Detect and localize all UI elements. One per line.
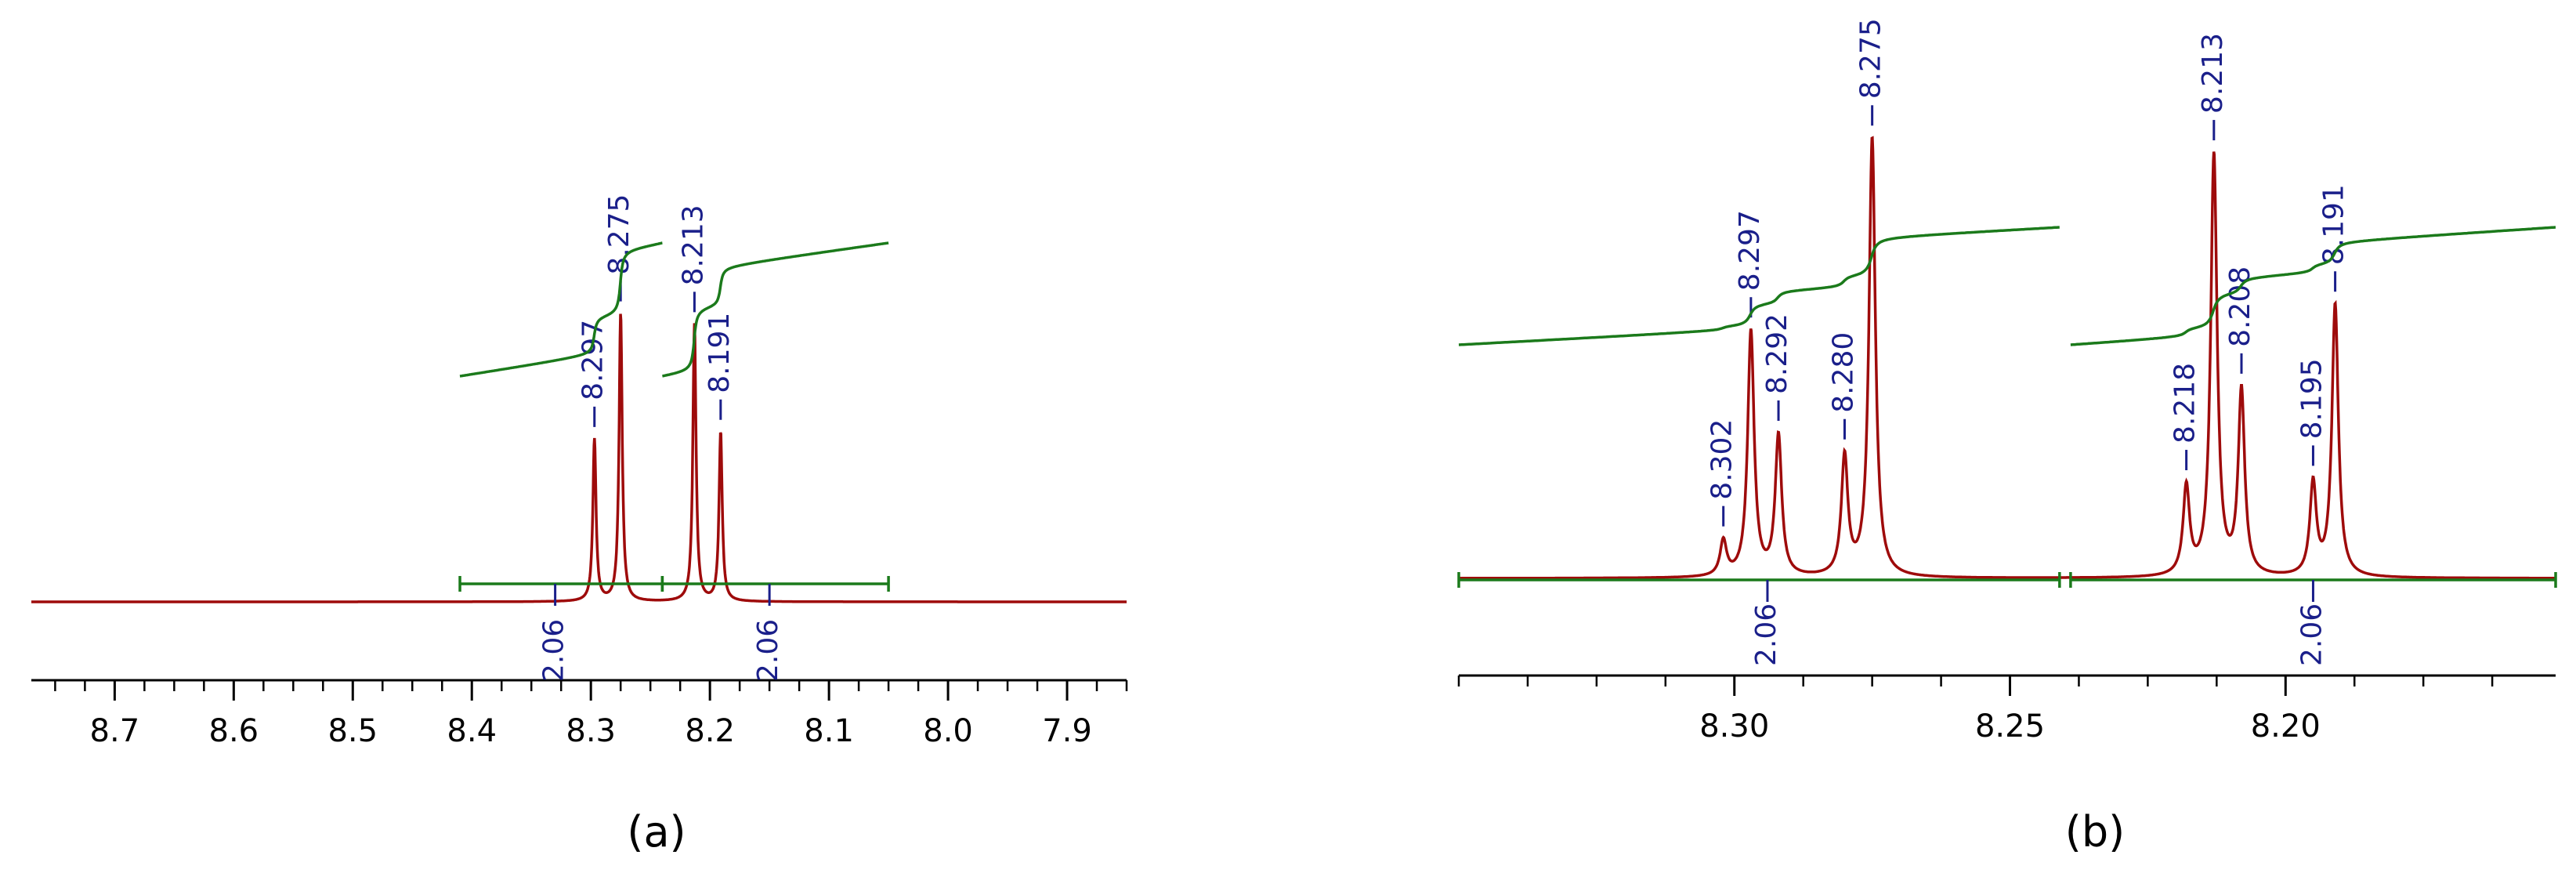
integral-value-label: 2.06 — [2296, 603, 2328, 666]
x-axis-tick-label: 8.20 — [2251, 708, 2321, 744]
panel-b: 8.30 8.25 8.20 8.302 8.297 8.292 8.280 8.275 8.2… — [1457, 18, 2557, 744]
x-axis-tick-label: 8.0 — [923, 713, 973, 749]
integral-curve — [2070, 226, 2556, 346]
peak-label: 8.213 — [677, 205, 709, 285]
x-axis-tick-label: 8.1 — [804, 713, 854, 749]
integral-curve — [1458, 226, 2060, 346]
integral-value-label: 2.06 — [538, 619, 570, 682]
peak-label: 8.218 — [2169, 363, 2202, 444]
panel-a: 8.7 8.6 8.5 8.4 8.3 8.2 8.1 8.0 7.9 8.297 8.275 8.2… — [31, 194, 1128, 749]
x-axis-tick-label: 8.30 — [1699, 708, 1769, 744]
integral-value-label: 2.06 — [1750, 603, 1782, 666]
peak-label: 8.195 — [2296, 358, 2328, 439]
integral-value-label: 2.06 — [752, 619, 784, 682]
x-axis-tick-label: 8.6 — [209, 713, 259, 749]
peak-label: 8.275 — [1855, 18, 1887, 99]
peak-label: 8.297 — [577, 320, 610, 400]
peak-label: 8.292 — [1761, 313, 1793, 394]
x-axis-tick-label: 8.4 — [447, 713, 497, 749]
peak-label: 8.280 — [1827, 332, 1859, 413]
x-axis-tick-label: 8.25 — [1975, 708, 2045, 744]
peak-label: 8.191 — [2318, 184, 2350, 265]
panel-a-caption: (a) — [627, 807, 686, 857]
x-axis-tick-label: 7.9 — [1042, 713, 1092, 749]
integral-curve — [662, 241, 889, 378]
spectrum-line — [31, 313, 1127, 603]
peak-label: 8.297 — [1734, 210, 1766, 291]
peak-label: 8.191 — [704, 313, 736, 393]
x-axis-tick-label: 8.5 — [327, 713, 378, 749]
x-axis-tick-label: 8.7 — [90, 713, 140, 749]
x-axis-tick-label: 8.2 — [685, 713, 735, 749]
spectrum-line — [1459, 136, 2556, 580]
integral-curve — [459, 241, 663, 378]
x-axis-tick-label: 8.3 — [566, 713, 616, 749]
peak-label: 8.213 — [2197, 33, 2229, 114]
panel-b-caption: (b) — [2065, 807, 2125, 857]
peak-label: 8.275 — [603, 194, 635, 275]
peak-label: 8.302 — [1706, 419, 1738, 500]
